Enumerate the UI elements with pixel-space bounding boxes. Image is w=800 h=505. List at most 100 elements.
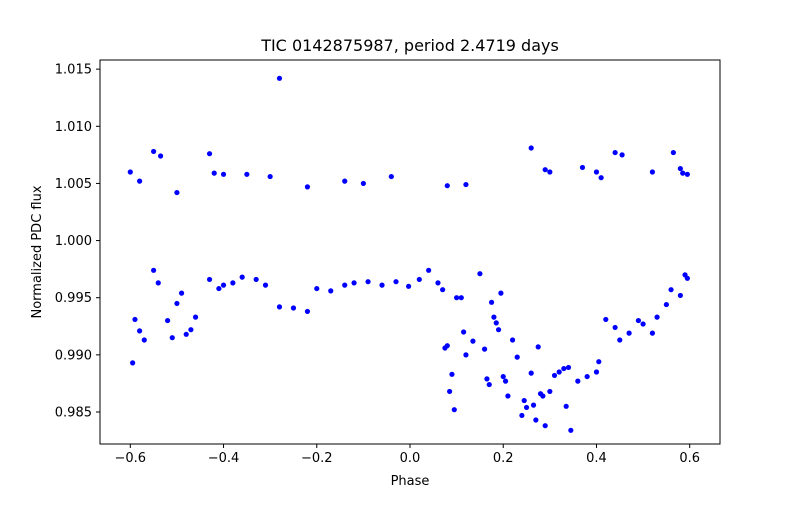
data-point-64 xyxy=(533,417,539,423)
data-point-86 xyxy=(649,330,656,336)
data-point-12 xyxy=(192,314,199,320)
y-tick-label: 1.005 xyxy=(55,177,92,192)
data-point-60 xyxy=(521,397,527,404)
data-point-32 xyxy=(426,267,432,273)
y-tick-label: 0.990 xyxy=(55,348,92,363)
data-point-78 xyxy=(593,369,600,375)
data-point-9 xyxy=(178,290,185,296)
data-point-3 xyxy=(141,337,147,343)
data-point-0 xyxy=(130,360,136,366)
data-point-113 xyxy=(579,164,586,171)
data-point-31 xyxy=(416,276,422,283)
data-point-26 xyxy=(351,280,357,286)
data-point-109 xyxy=(463,181,469,188)
data-point-53 xyxy=(498,290,504,296)
data-point-4 xyxy=(151,267,157,273)
data-point-111 xyxy=(542,167,548,173)
data-point-101 xyxy=(220,171,227,177)
data-point-74 xyxy=(565,364,572,371)
data-point-5 xyxy=(155,280,161,286)
x-axis: −0.6 −0.4 −0.2 0.0 0.2 0.4 0.6 xyxy=(115,444,700,466)
data-point-22 xyxy=(304,308,311,315)
x-tick-label: −0.2 xyxy=(301,451,333,466)
data-point-41 xyxy=(458,295,464,301)
data-point-45 xyxy=(477,271,483,277)
data-point-63 xyxy=(530,402,537,408)
data-point-95 xyxy=(137,178,143,184)
y-tick-label: 0.995 xyxy=(55,291,92,306)
data-point-81 xyxy=(612,324,618,331)
data-point-93 xyxy=(276,75,283,81)
data-point-29 xyxy=(393,279,399,285)
data-point-104 xyxy=(304,184,311,190)
data-point-82 xyxy=(617,337,623,343)
data-point-20 xyxy=(276,304,283,310)
data-point-84 xyxy=(635,317,642,324)
data-point-15 xyxy=(220,282,227,288)
data-point-117 xyxy=(619,152,625,158)
data-point-97 xyxy=(158,153,164,159)
data-point-40 xyxy=(454,295,460,301)
data-point-25 xyxy=(342,282,348,288)
data-point-72 xyxy=(561,365,567,372)
data-point-30 xyxy=(406,283,412,289)
data-point-75 xyxy=(568,427,574,433)
data-point-119 xyxy=(670,149,676,156)
data-point-33 xyxy=(435,280,441,286)
data-point-121 xyxy=(680,170,686,176)
data-point-54 xyxy=(500,373,506,380)
y-tick-label: 1.010 xyxy=(55,120,92,135)
data-point-1 xyxy=(132,316,138,323)
x-tick-label: 0.0 xyxy=(400,451,421,466)
data-point-76 xyxy=(575,378,581,384)
data-point-19 xyxy=(262,282,269,288)
data-point-39 xyxy=(451,407,457,413)
data-point-110 xyxy=(528,145,534,151)
data-point-73 xyxy=(563,403,569,409)
data-point-17 xyxy=(239,274,245,280)
data-point-122 xyxy=(684,171,690,177)
data-point-83 xyxy=(626,330,632,336)
y-tick-label: 1.000 xyxy=(55,234,92,249)
data-point-99 xyxy=(206,151,213,157)
data-point-68 xyxy=(542,423,548,429)
data-point-51 xyxy=(493,320,499,326)
x-tick-label: 0.4 xyxy=(586,451,607,466)
y-axis: 0.985 0.990 0.995 1.000 1.005 1.010 1.015 xyxy=(55,63,100,421)
data-point-47 xyxy=(484,376,490,382)
y-axis-label: Normalized PDC flux xyxy=(30,185,45,318)
data-point-7 xyxy=(169,335,175,341)
data-point-107 xyxy=(388,173,394,180)
x-axis-label: Phase xyxy=(391,474,430,489)
data-point-96 xyxy=(151,148,157,155)
data-point-112 xyxy=(547,169,553,175)
data-point-103 xyxy=(267,173,273,180)
x-tick-label: 0.6 xyxy=(679,451,700,466)
data-point-77 xyxy=(584,373,590,380)
data-point-58 xyxy=(514,354,520,360)
y-tick-label: 1.015 xyxy=(55,63,92,78)
data-point-27 xyxy=(365,279,371,285)
data-point-56 xyxy=(505,393,511,399)
data-point-118 xyxy=(649,169,656,175)
data-point-89 xyxy=(668,287,674,293)
data-point-85 xyxy=(640,321,646,327)
data-point-52 xyxy=(495,327,502,333)
data-point-62 xyxy=(528,370,534,376)
data-point-48 xyxy=(486,381,492,388)
data-point-23 xyxy=(314,285,320,292)
data-point-55 xyxy=(502,378,509,384)
data-point-59 xyxy=(519,412,525,419)
data-point-61 xyxy=(523,404,530,411)
data-point-43 xyxy=(463,352,469,358)
data-points xyxy=(127,75,690,433)
data-point-71 xyxy=(556,369,562,375)
data-point-37 xyxy=(447,388,453,395)
data-point-18 xyxy=(253,276,259,283)
chart-title: TIC 0142875987, period 2.4719 days xyxy=(260,36,559,55)
data-point-16 xyxy=(230,280,236,286)
data-point-106 xyxy=(360,180,366,187)
x-tick-label: −0.6 xyxy=(115,451,147,466)
data-point-79 xyxy=(596,359,602,365)
